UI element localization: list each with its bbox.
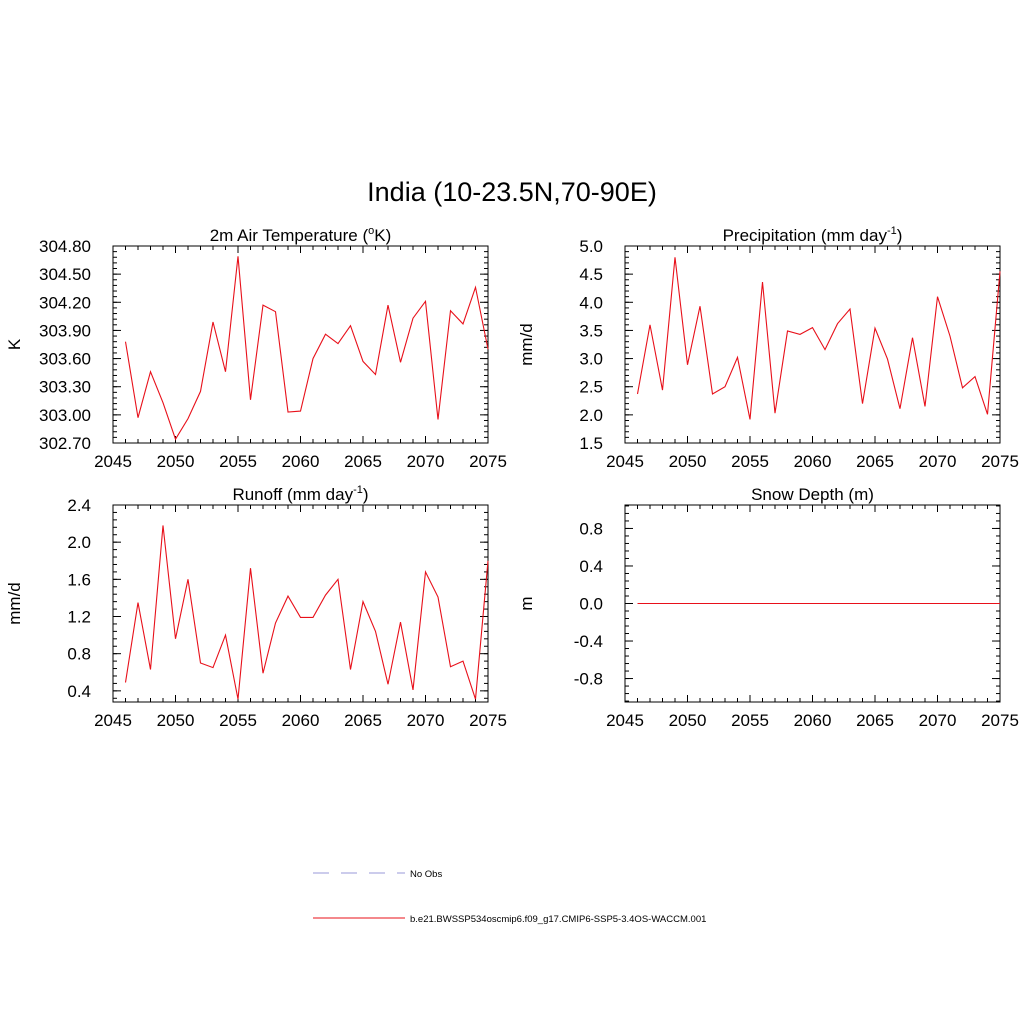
x-tick-label: 2070 <box>919 711 957 730</box>
panel-runoff: Runoff (mm day-1) mm/d 2045 2050 2055 2060 206… <box>5 484 507 730</box>
panel-snow-depth: Snow Depth (m) m 2045 2050 2055 2060 2065 2070 2… <box>517 485 1019 730</box>
x-tick-label: 2055 <box>219 711 257 730</box>
y-tick-label: 304.50 <box>39 265 91 284</box>
y-tick-label: 1.2 <box>67 608 91 627</box>
y-tick-label: 2.0 <box>67 533 91 552</box>
y-tick-label: 2.4 <box>67 496 91 515</box>
x-tick-label: 2045 <box>606 711 644 730</box>
y-tick-label: 304.80 <box>39 237 91 256</box>
y-tick-label: 4.5 <box>579 265 603 284</box>
legend-item: b.e21.BWSSP534oscmip6.f09_g17.CMIP6-SSP5… <box>313 914 706 925</box>
x-tick-label: 2075 <box>469 452 507 471</box>
x-tick-label: 2075 <box>981 711 1019 730</box>
x-tick-label: 2075 <box>981 452 1019 471</box>
panel-title: Snow Depth (m) <box>751 485 874 504</box>
legend-label: b.e21.BWSSP534oscmip6.f09_g17.CMIP6-SSP5… <box>410 914 706 925</box>
panel-title: 2m Air Temperature (oK) <box>210 225 392 245</box>
x-tick-label: 2065 <box>344 452 382 471</box>
y-tick-label: 303.00 <box>39 406 91 425</box>
y-tick-label: 0.8 <box>579 519 603 538</box>
x-tick-label: 2050 <box>669 711 707 730</box>
y-tick-label: 303.30 <box>39 378 91 397</box>
y-tick-label: 304.20 <box>39 293 91 312</box>
x-tick-label: 2055 <box>219 452 257 471</box>
x-tick-label: 2045 <box>94 711 132 730</box>
legend: No Obs b.e21.BWSSP534oscmip6.f09_g17.CMIP… <box>313 869 706 925</box>
x-tick-label: 2070 <box>407 452 445 471</box>
x-tick-label: 2060 <box>282 452 320 471</box>
panel-title: Precipitation (mm day-1) <box>723 225 903 245</box>
y-tick-label: 5.0 <box>579 237 603 256</box>
x-tick-label: 2050 <box>157 452 195 471</box>
legend-item: No Obs <box>313 869 442 880</box>
x-tick-label: 2055 <box>731 452 769 471</box>
x-tick-label: 2070 <box>407 711 445 730</box>
y-tick-label: 2.0 <box>579 406 603 425</box>
x-tick-label: 2060 <box>282 711 320 730</box>
panels-group: 2m Air Temperature (oK) K 2045 2050 2055 2060… <box>5 225 1019 730</box>
x-tick-label: 2075 <box>469 711 507 730</box>
x-tick-label: 2055 <box>731 711 769 730</box>
x-tick-label: 2050 <box>157 711 195 730</box>
y-tick-label: 3.5 <box>579 321 603 340</box>
y-tick-label: -0.8 <box>574 670 603 689</box>
x-tick-label: 2070 <box>919 452 957 471</box>
x-tick-label: 2065 <box>856 711 894 730</box>
y-tick-label: 0.0 <box>579 595 603 614</box>
panel-title: Runoff (mm day-1) <box>232 484 368 504</box>
series-line-precipitation <box>636 257 1001 420</box>
y-tick-label: 0.8 <box>67 645 91 664</box>
x-tick-label: 2045 <box>94 452 132 471</box>
y-tick-label: 1.6 <box>67 570 91 589</box>
y-tick-label: 0.4 <box>579 557 603 576</box>
y-tick-label: -0.4 <box>574 632 603 651</box>
y-tick-label: 303.90 <box>39 321 91 340</box>
y-tick-label: 3.0 <box>579 350 603 369</box>
series-line-runoff <box>124 525 489 700</box>
y-tick-label: 4.0 <box>579 293 603 312</box>
y-axis-label: mm/d <box>5 582 24 625</box>
legend-label: No Obs <box>410 869 442 880</box>
y-tick-label: 303.60 <box>39 350 91 369</box>
y-tick-label: 0.4 <box>67 682 91 701</box>
x-tick-label: 2065 <box>856 452 894 471</box>
x-tick-label: 2060 <box>794 711 832 730</box>
y-axis-label: mm/d <box>517 323 536 366</box>
figure-title: India (10-23.5N,70-90E) <box>367 177 657 207</box>
panel-precipitation: Precipitation (mm day-1) mm/d 2045 2050 2055… <box>517 225 1019 471</box>
x-tick-label: 2065 <box>344 711 382 730</box>
y-axis-label: m <box>517 596 536 610</box>
panel-temperature: 2m Air Temperature (oK) K 2045 2050 2055 2060… <box>5 225 507 471</box>
y-tick-label: 302.70 <box>39 434 91 453</box>
x-tick-label: 2045 <box>606 452 644 471</box>
series-line-temperature <box>124 256 489 441</box>
y-tick-label: 1.5 <box>579 434 603 453</box>
y-axis-label: K <box>5 338 24 350</box>
x-tick-label: 2060 <box>794 452 832 471</box>
y-tick-label: 2.5 <box>579 378 603 397</box>
x-tick-label: 2050 <box>669 452 707 471</box>
